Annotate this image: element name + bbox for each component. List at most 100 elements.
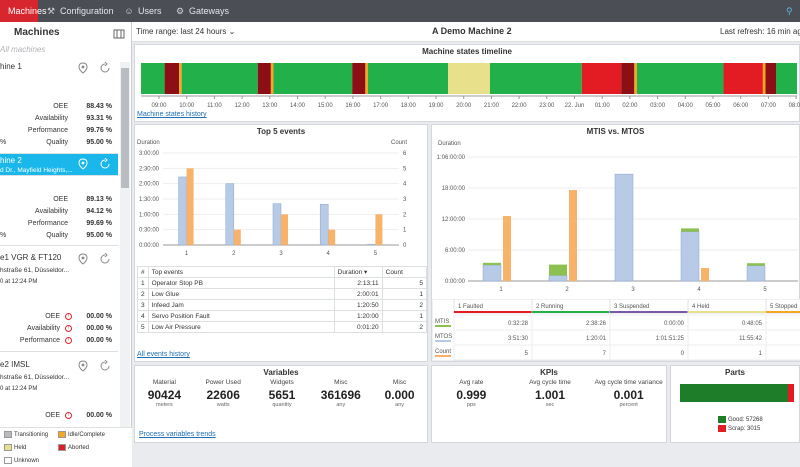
nav-gateways[interactable]: ⚙ Gateways	[175, 0, 229, 22]
timeline-tick-label: 20:00	[456, 103, 472, 109]
location-pin-icon[interactable]	[77, 158, 89, 170]
map-view-icon[interactable]	[113, 27, 125, 39]
timeline-tick-label: 17:00	[373, 103, 389, 109]
y-tick-label: 12:00:00	[442, 217, 466, 223]
table-cell-value: 0	[681, 351, 685, 357]
col-duration[interactable]: Duration ▾	[333, 266, 383, 278]
parts-panel: Parts Good: 57268 Scrap: 3015	[670, 365, 800, 443]
table-cell-value: 11:55:42	[739, 336, 763, 342]
sidebar-header: Machines	[0, 22, 132, 42]
metric-quality: % Quality 95.00 %	[0, 232, 118, 243]
top-events-panel: Top 5 events Duration Count 3:00:00 6 2:30:0…	[134, 124, 428, 362]
timeline-tick-label: 12:00	[235, 103, 251, 109]
table-row[interactable]: 3 Infeed Jam 1:20:50 2	[137, 299, 428, 311]
location-pin-icon[interactable]	[77, 360, 89, 372]
legend-label: Aborted	[68, 445, 90, 452]
table-row[interactable]: 2 Low Glue 2:00:01 1	[137, 288, 428, 300]
duration-bar	[178, 176, 187, 246]
performance-label: Performance	[27, 220, 68, 227]
machine-card-2[interactable]: OEE 89.13 % Availability 94.12 % Performan…	[0, 176, 118, 246]
cell-count: 1	[381, 310, 428, 322]
availability-value: 00.00 %	[86, 325, 112, 332]
row-label: Count	[435, 349, 451, 355]
legend-swatch	[4, 444, 12, 451]
col-event[interactable]: Top events	[147, 266, 335, 278]
quality-prefix: %	[0, 232, 7, 239]
performance-label: Performance	[27, 127, 68, 134]
table-row[interactable]: 1 Operator Stop PB 2:13:11 5	[137, 277, 428, 289]
table-cell-value: 2:38:26	[586, 321, 607, 327]
machine-card-4[interactable]: e2 IMSL hstraße 61, Düsseldor... 0 at 12…	[0, 352, 118, 427]
legend-aborted: Aborted	[58, 444, 89, 451]
location-pin-icon[interactable]	[77, 253, 89, 265]
timeline-tick-label: 07:00	[761, 103, 777, 109]
refresh-icon[interactable]	[99, 62, 111, 74]
y-tick-label: 18:00:00	[442, 186, 466, 192]
mtos-bar	[614, 173, 634, 282]
scrollbar-thumb[interactable]	[121, 68, 129, 188]
availability-value: 94.12 %	[86, 208, 112, 215]
variable-value: 5651	[268, 388, 296, 402]
oee-label: OEE	[45, 412, 60, 419]
table-row[interactable]: 4 Servo Position Fault 1:20:00 1	[137, 310, 428, 322]
table-row[interactable]: 5 Low Air Pressure 0:01:20 2	[137, 321, 428, 333]
machine-card-3[interactable]: e1 VGR & FT120 hstraße 61, Düsseldor... …	[0, 246, 118, 352]
state-header-label: 4 Held	[692, 304, 709, 310]
machine-states-history-link[interactable]: Machine states history	[137, 111, 207, 118]
timeline-segment	[634, 63, 637, 94]
machine-search-input[interactable]: All machines	[0, 45, 46, 54]
variable-item: Misc 0.000 any	[370, 379, 429, 408]
timeline-segment	[776, 63, 797, 94]
legend-label: Unknown	[14, 458, 40, 465]
machine-card-2-header[interactable]: hine 2 d Dr., Mayfield Heights,...	[0, 154, 118, 176]
variable-item: Power Used 22606 watts	[194, 379, 253, 408]
timeline-segment	[723, 63, 763, 94]
metric-oee: OEE 89.13 %	[0, 196, 118, 207]
variable-label: Widgets	[270, 379, 294, 386]
x-tick-label: 2	[565, 287, 569, 293]
row-label: MTIS	[435, 319, 449, 325]
machine-card-1[interactable]: hine 1 OEE 88.43 % Availability 93.31 % Pe…	[0, 58, 118, 154]
state-color-bar	[766, 311, 800, 313]
y-tick-label: 1:06:00:00	[437, 155, 466, 161]
process-variables-trends-link[interactable]: Process variables trends	[139, 431, 216, 438]
timeline-tick-label: 22:00	[512, 103, 528, 109]
satellite-icon[interactable]: ⚲	[786, 6, 793, 16]
col-count[interactable]: Count	[381, 266, 428, 278]
timeline-chart: 09:00 10:00 11:00 12:00 13:00 14:00 15:00 16:00…	[141, 63, 800, 109]
availability-label: Availability	[27, 325, 60, 332]
time-range-dropdown[interactable]: Time range: last 24 hours ⌄	[136, 27, 235, 36]
nav-configuration[interactable]: ⚒ Configuration	[46, 0, 114, 22]
machine-address: hstraße 61, Düsseldor...	[0, 267, 70, 274]
timeline-tick-label: 22. Jun	[565, 103, 585, 109]
timeline-segment	[636, 63, 724, 94]
kpi-label: Avg cycle time	[529, 379, 571, 386]
legend-swatch	[58, 444, 66, 451]
nav-users[interactable]: ☺ Users	[124, 0, 161, 22]
all-events-history-link[interactable]: All events history	[137, 351, 190, 358]
table-header-row: # Top events Duration ▾ Count	[137, 266, 428, 278]
timeline-segment	[367, 63, 449, 94]
timeline-segment	[179, 63, 182, 94]
timeline-segment	[270, 63, 274, 94]
kpi-item: Avg cycle time 1.001 sec	[511, 379, 590, 408]
dashboard-header: Time range: last 24 hours ⌄ A Demo Machi…	[132, 22, 800, 42]
refresh-icon[interactable]	[99, 360, 111, 372]
mtis-bar	[549, 264, 567, 276]
machine-address: hstraße 61, Düsseldor...	[0, 374, 70, 381]
oee-value: 00.00 %	[86, 313, 112, 320]
state-header-label: 5 Stopped	[770, 304, 797, 310]
refresh-icon[interactable]	[99, 158, 111, 170]
sidebar-scrollbar[interactable]	[120, 62, 130, 428]
quality-label: Quality	[46, 139, 68, 146]
variable-value: 90424	[147, 388, 182, 402]
last-refresh: Last refresh: 16 min ag	[720, 27, 800, 36]
refresh-icon[interactable]	[99, 253, 111, 265]
nav-machines[interactable]: Machines	[0, 0, 47, 22]
location-pin-icon[interactable]	[77, 62, 89, 74]
timeline-tick-label: 16:00	[345, 103, 361, 109]
x-tick-label: 3	[279, 251, 283, 257]
kpis-title: KPIs	[540, 368, 558, 377]
variable-value: 22606	[206, 388, 240, 402]
mtos-bar	[746, 265, 766, 282]
